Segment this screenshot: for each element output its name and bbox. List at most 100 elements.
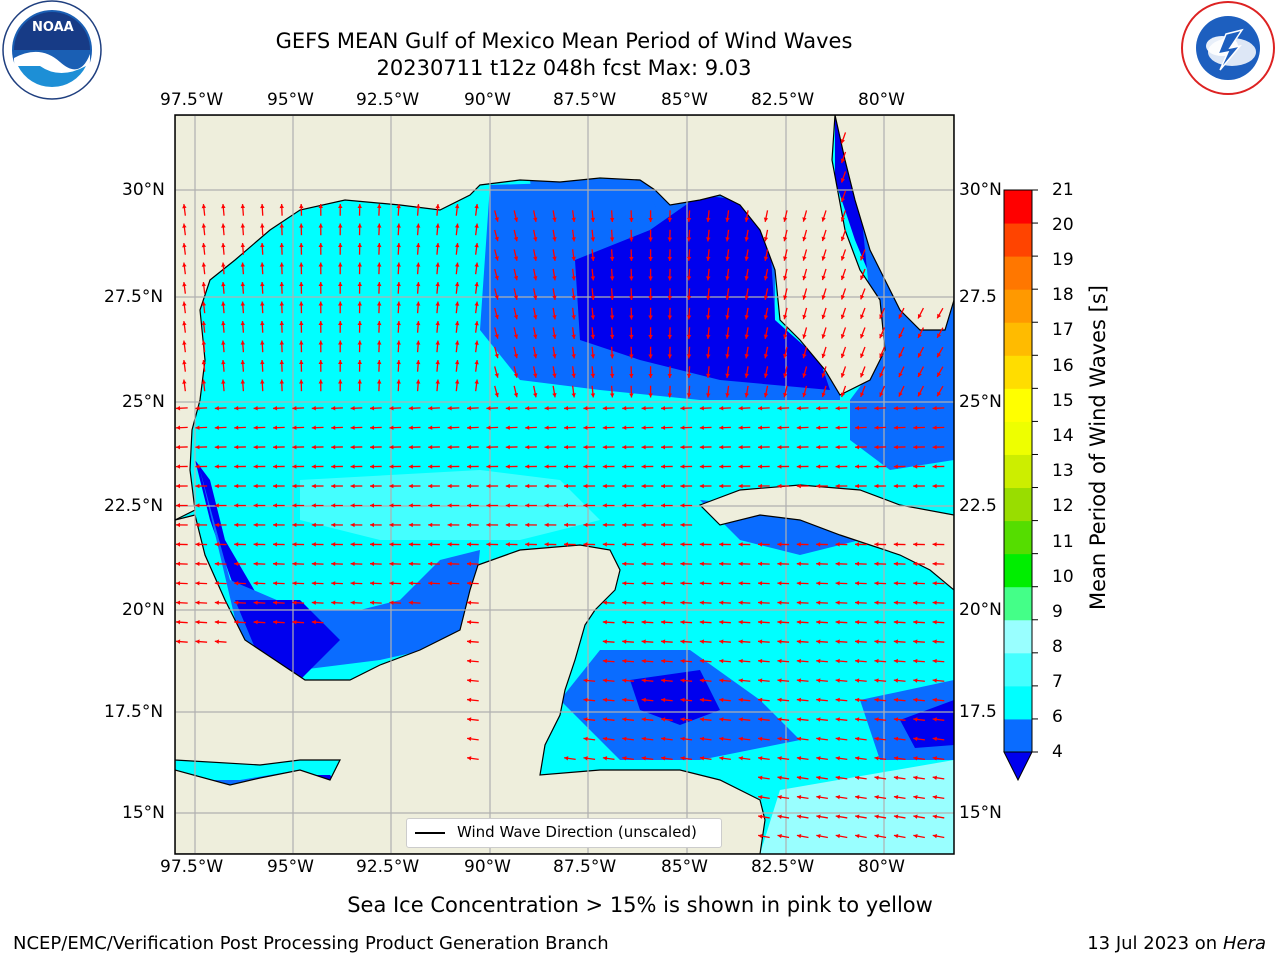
wind-arrow-head (486, 444, 491, 450)
wind-arrow-head (855, 639, 860, 644)
wind-arrow-head (240, 301, 246, 306)
wind-arrow-head (661, 581, 666, 586)
wind-arrow-head (932, 678, 937, 683)
wind-arrow-head (609, 334, 615, 339)
wind-arrow-head (893, 814, 899, 819)
wind-arrow-head (816, 756, 821, 761)
wind-arrow-head (214, 425, 219, 430)
wind-arrow-head (796, 600, 801, 605)
wind-arrow-head (214, 444, 219, 450)
wind-arrow-head (917, 372, 922, 378)
wind-arrow-head (648, 276, 653, 281)
land-mass (175, 115, 886, 521)
wind-arrow-head (311, 619, 316, 625)
wind-arrow-head (454, 243, 460, 248)
wind-arrow-head (370, 542, 375, 547)
wind-arrow-head (273, 542, 278, 547)
wind-arrow-head (725, 295, 730, 300)
wind-arrow-head (725, 393, 730, 398)
wind-arrow-head (454, 321, 460, 326)
wind-arrow-head (622, 542, 627, 547)
wind-arrow-head (201, 301, 207, 306)
wind-arrow-head (874, 639, 879, 644)
wind-arrow-head (629, 354, 634, 359)
colorbar-tick: 14 (1052, 426, 1074, 446)
wind-arrow-head (763, 392, 769, 398)
wind-arrow-head (240, 360, 246, 365)
wind-arrow-head (571, 295, 576, 300)
wind-arrow-head (331, 444, 336, 450)
wind-arrows (175, 132, 945, 839)
wind-arrow-head (467, 756, 472, 761)
colorbar-tick: 19 (1052, 250, 1074, 270)
wind-arrow-head (835, 464, 840, 469)
wind-arrow-head (571, 393, 576, 398)
wind-arrow-head (467, 522, 472, 528)
wind-arrow-head (273, 406, 278, 411)
wind-arrow-head (221, 223, 226, 228)
wind-arrow-head (253, 425, 258, 430)
wind-arrow-head (898, 392, 903, 397)
wind-arrow-head (744, 373, 749, 378)
wind-arrow-head (855, 658, 860, 664)
wind-arrow-head (428, 444, 433, 450)
wind-arrow-head (552, 393, 557, 398)
wind-arrow-head (855, 833, 860, 839)
wind-arrow-head (932, 600, 937, 605)
wind-arrow-head (893, 678, 899, 683)
wind-arrow-head (350, 425, 355, 430)
wind-arrow-head (699, 581, 704, 586)
wind-arrow-head (667, 295, 673, 300)
nws-logo (1176, 0, 1280, 100)
wind-arrow-head (758, 814, 763, 819)
wind-arrow-head (932, 542, 937, 547)
wind-arrow-head (763, 256, 769, 261)
wind-arrow-head (777, 658, 782, 664)
wind-arrow-head (602, 756, 608, 761)
wind-arrow-head (835, 444, 840, 450)
wind-arrow-head (816, 658, 821, 664)
wind-arrow-head (758, 406, 763, 411)
wind-arrow-head (221, 282, 226, 287)
wind-arrow-head (699, 678, 705, 683)
wind-arrow-head (279, 223, 284, 228)
colorbar-segment (1004, 256, 1032, 290)
wind-arrow-head (513, 295, 519, 300)
wind-arrow-head (273, 444, 278, 450)
wind-arrow-head (816, 833, 821, 839)
wind-arrow-head (253, 464, 258, 469)
wind-arrow-head (221, 262, 226, 267)
wind-arrow-head (318, 360, 323, 365)
wind-arrow-head (816, 678, 821, 683)
wind-arrow-head (273, 600, 278, 605)
wind-arrow-head (680, 503, 685, 508)
wind-arrow-head (855, 678, 860, 683)
wind-arrow-head (932, 814, 938, 819)
wind-arrow-head (590, 217, 596, 222)
wind-arrow-head (221, 301, 226, 306)
wind-arrow-head (474, 223, 479, 228)
colorbar-segment (1004, 652, 1032, 687)
map-legend: Wind Wave Direction (unscaled) (406, 818, 722, 848)
wind-arrow-head (661, 639, 666, 644)
wind-arrow-head (602, 483, 607, 489)
wind-arrow-head (783, 353, 788, 359)
wind-arrow-head (622, 406, 627, 411)
wind-arrow-head (629, 256, 634, 261)
wind-arrow-head (783, 373, 788, 378)
wind-arrow-head (396, 301, 401, 306)
wind-arrow-head (874, 756, 879, 761)
wind-arrow-head (893, 600, 898, 605)
wind-arrow-head (201, 321, 207, 326)
wind-arrow-head (396, 223, 401, 228)
wind-arrow-head (292, 464, 297, 469)
wind-arrow-head (840, 216, 846, 222)
wind-arrow-head (893, 756, 899, 761)
wind-arrow-head (602, 619, 607, 625)
wind-arrow-head (629, 393, 634, 398)
wind-arrow-head (357, 243, 362, 248)
wind-arrow-head (609, 256, 615, 261)
wind-arrow-head (802, 236, 807, 242)
wind-arrow-head (835, 581, 840, 586)
wind-arrow-head (415, 282, 421, 287)
